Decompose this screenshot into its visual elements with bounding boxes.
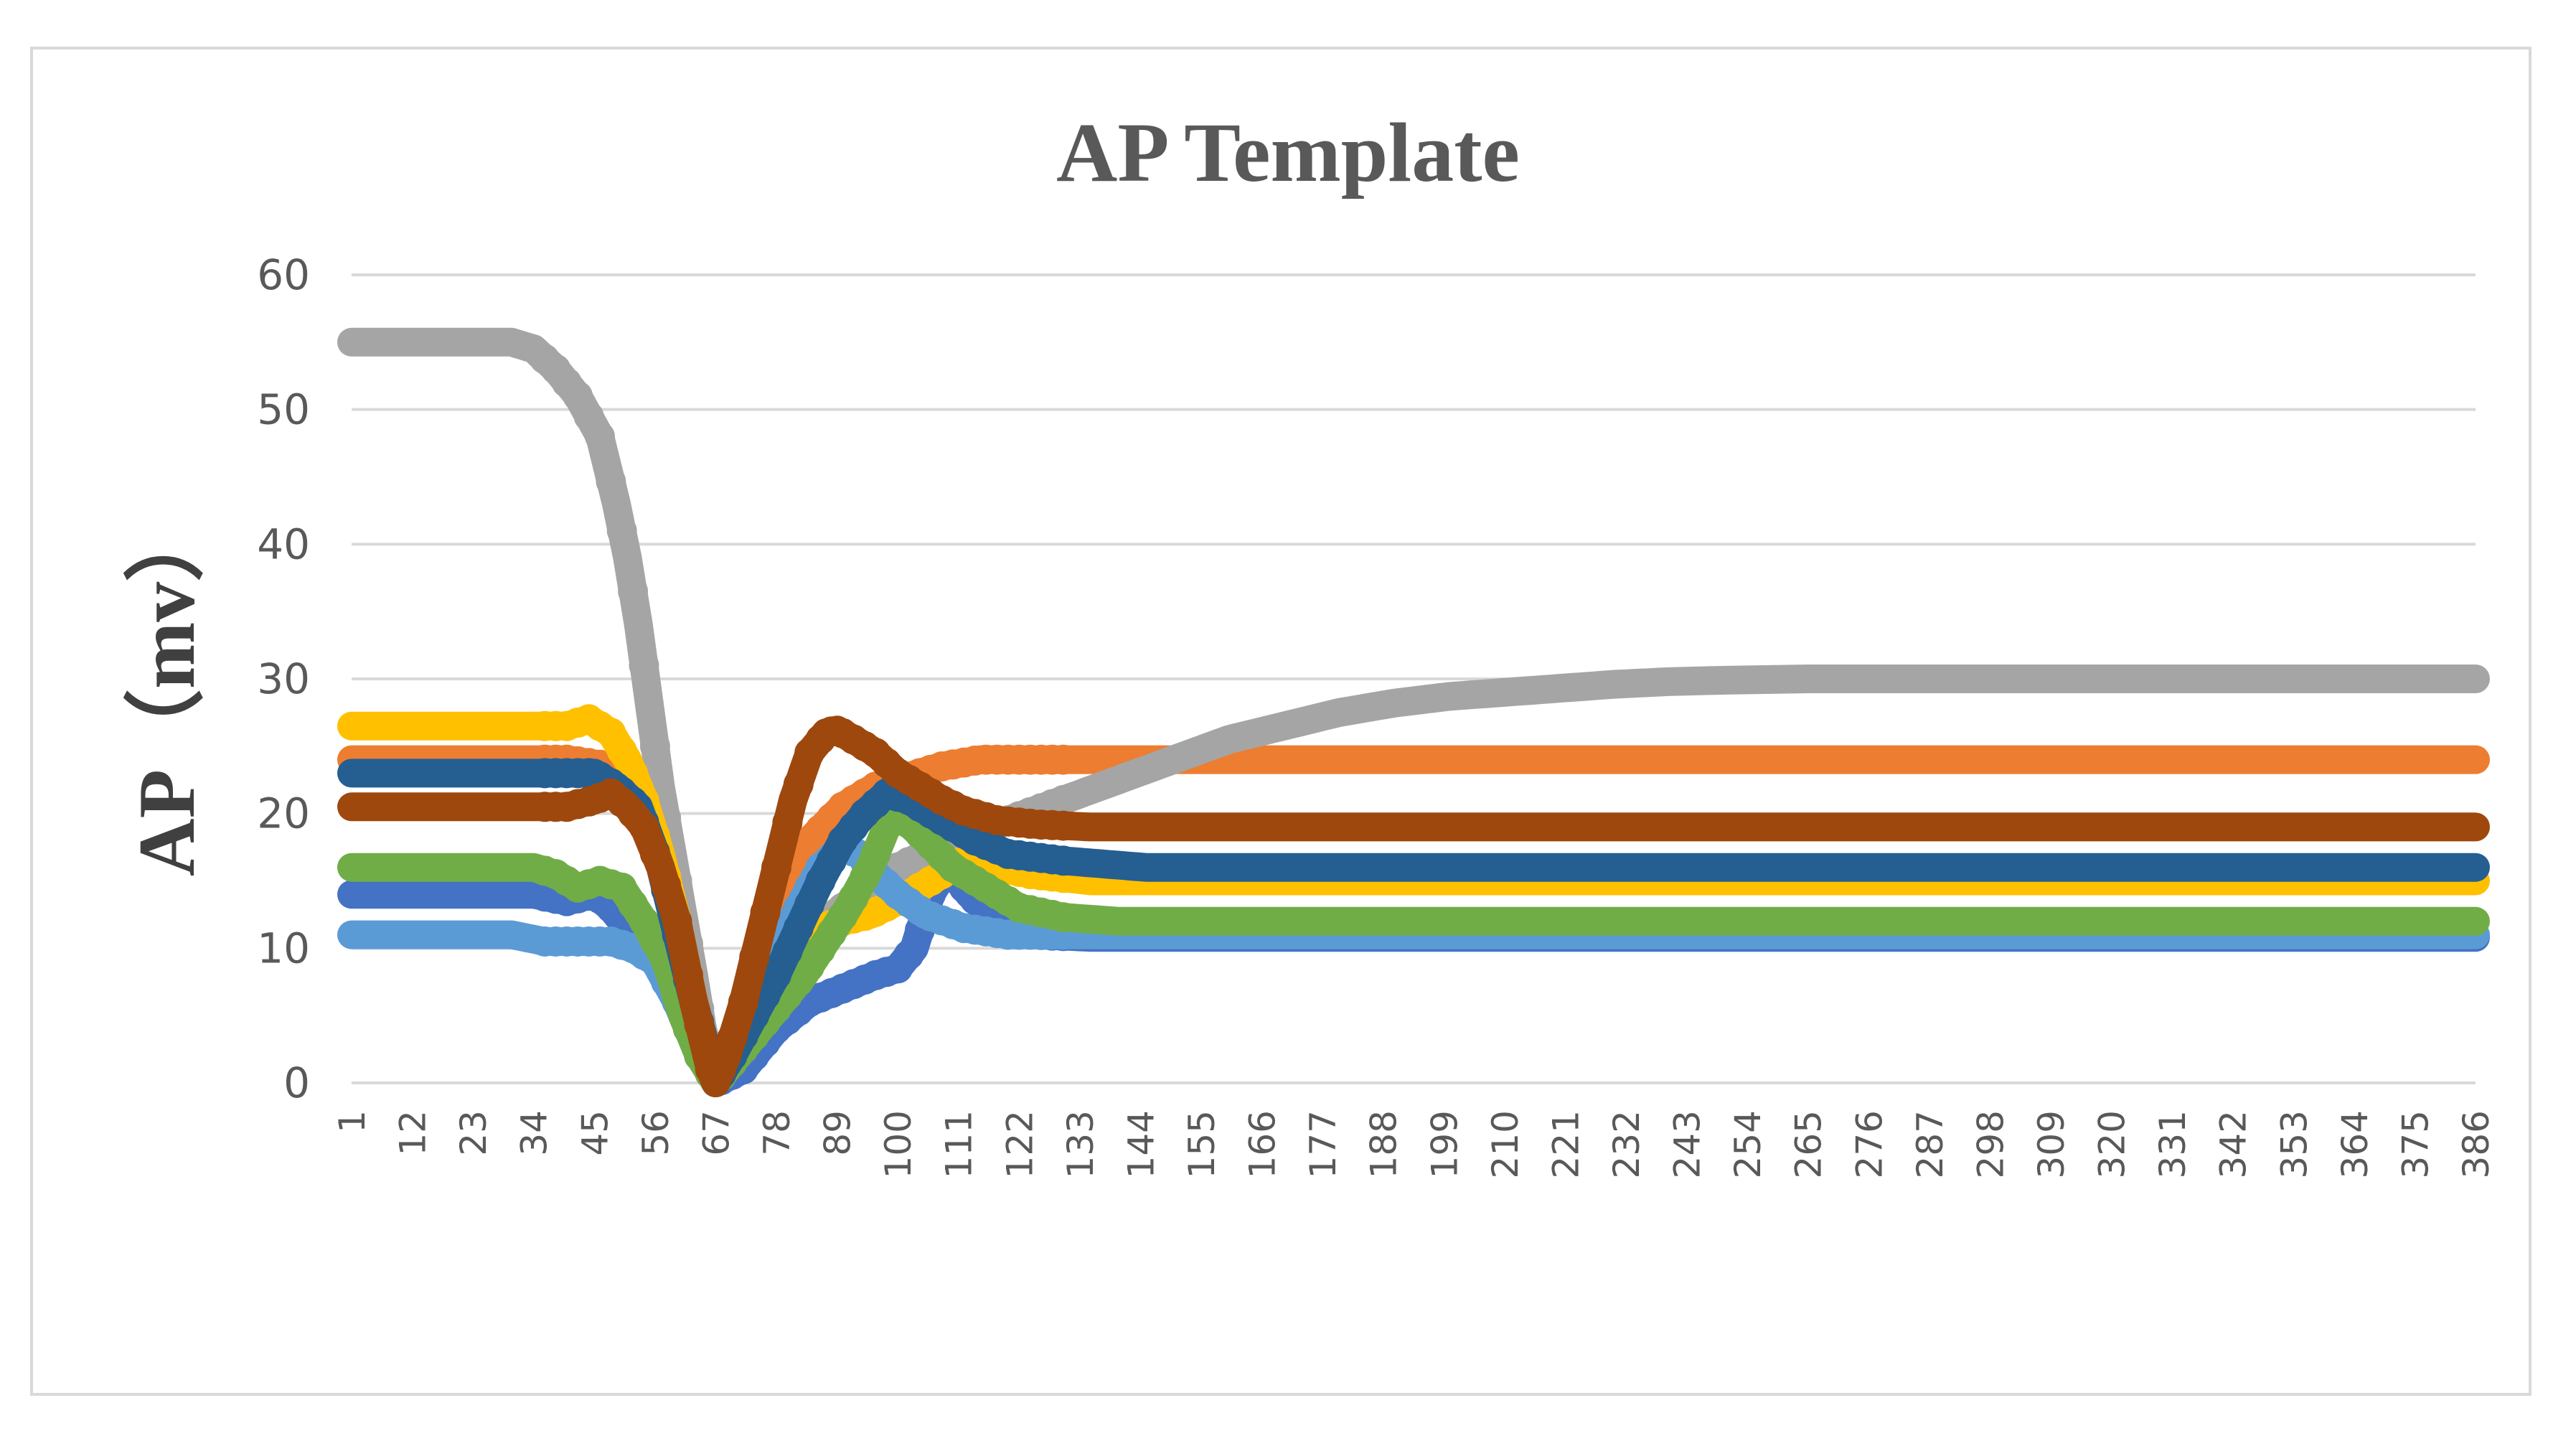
x-tick-label: 221 <box>1545 1110 1587 1178</box>
series-7-marker <box>1048 845 1078 876</box>
y-tick-label: 60 <box>257 250 310 299</box>
x-tick-label: 100 <box>878 1110 919 1178</box>
series-6-marker <box>850 862 880 893</box>
x-tick-label: 309 <box>2031 1110 2072 1178</box>
y-tick-label: 0 <box>283 1059 310 1107</box>
series-8-marker <box>717 1023 748 1053</box>
x-tick-label: 122 <box>999 1110 1040 1178</box>
y-tick-label: 50 <box>257 385 310 434</box>
x-tick-label: 56 <box>635 1110 677 1156</box>
x-tick-label: 166 <box>1242 1110 1284 1178</box>
series-8-marker <box>728 987 758 1018</box>
y-axis-ticks: 0 10 20 30 40 50 60 <box>257 250 310 1107</box>
series-8-marker <box>651 870 682 901</box>
series-3-marker <box>629 650 659 681</box>
x-tick-label: 331 <box>2152 1110 2194 1178</box>
series-8-marker <box>706 1054 737 1085</box>
series-3-marker <box>596 466 626 497</box>
series-8-marker <box>783 769 814 799</box>
y-tick-label: 10 <box>257 924 310 972</box>
series-8-marker <box>1048 810 1078 841</box>
series-3-marker <box>639 731 670 761</box>
x-tick-label: 177 <box>1302 1110 1344 1178</box>
series-1-marker <box>893 939 924 970</box>
series-7-marker <box>783 913 814 944</box>
chart-title: AP Template <box>1056 105 1520 200</box>
x-tick-label: 320 <box>2092 1110 2133 1178</box>
x-tick-label: 276 <box>1848 1110 1890 1178</box>
x-tick-label: 133 <box>1060 1110 1101 1178</box>
series-7-marker <box>772 937 803 967</box>
x-tick-label: 67 <box>695 1110 737 1156</box>
x-tick-label: 375 <box>2394 1110 2436 1178</box>
series-8-marker <box>772 807 803 838</box>
series-8-marker <box>761 852 791 883</box>
y-tick-label: 30 <box>257 654 310 703</box>
x-tick-label: 111 <box>939 1110 980 1178</box>
x-tick-label: 155 <box>1181 1110 1223 1178</box>
series-6-marker <box>860 839 891 869</box>
x-tick-label: 89 <box>817 1110 859 1156</box>
x-tick-label: 243 <box>1667 1110 1708 1178</box>
x-tick-label: 34 <box>514 1110 555 1156</box>
series-4-marker <box>606 736 637 766</box>
x-tick-label: 23 <box>453 1110 494 1156</box>
series-2-marker <box>1048 744 1078 775</box>
y-tick-label: 40 <box>257 520 310 568</box>
series-3-marker <box>606 515 637 546</box>
series-3-marker <box>618 576 649 606</box>
x-tick-label: 254 <box>1727 1110 1769 1178</box>
series-7-marker <box>761 959 791 990</box>
x-tick-label: 45 <box>574 1110 616 1156</box>
x-tick-label: 210 <box>1485 1110 1526 1178</box>
series-8-marker <box>684 1009 715 1040</box>
x-tick-label: 1 <box>332 1110 373 1133</box>
series-8 <box>337 715 2490 1097</box>
series-8-marker <box>639 839 670 869</box>
x-tick-label: 12 <box>392 1110 434 1156</box>
x-axis-ticks: 1 12 23 34 45 56 67 78 89 100 111 122 133 144 155 166 17… <box>332 1110 2497 1178</box>
x-tick-label: 342 <box>2213 1110 2255 1178</box>
x-tick-label: 265 <box>1788 1110 1830 1178</box>
series-group <box>337 327 2490 1097</box>
x-tick-label: 144 <box>1120 1110 1162 1178</box>
series-3-marker <box>1048 784 1078 815</box>
series-7-marker <box>794 889 825 920</box>
series-8-marker <box>662 906 692 937</box>
series-8-marker <box>750 897 781 928</box>
x-tick-label: 199 <box>1424 1110 1465 1178</box>
y-tick-label: 20 <box>257 789 310 838</box>
x-tick-label: 232 <box>1606 1110 1647 1178</box>
y-axis-label: AP（mv） <box>123 502 212 877</box>
x-tick-label: 78 <box>756 1110 798 1156</box>
series-8-marker <box>673 959 703 990</box>
series-8-line <box>337 715 2490 1097</box>
x-tick-label: 364 <box>2334 1110 2376 1178</box>
series-3-marker <box>585 421 615 452</box>
x-tick-label: 353 <box>2273 1110 2315 1178</box>
x-tick-label: 188 <box>1363 1110 1405 1178</box>
series-6-marker <box>1048 902 1078 933</box>
series-8-marker <box>629 812 659 842</box>
x-tick-label: 386 <box>2455 1110 2497 1178</box>
series-8-marker <box>739 942 770 972</box>
x-tick-label: 287 <box>1909 1110 1951 1178</box>
x-tick-label: 298 <box>1970 1110 2011 1178</box>
